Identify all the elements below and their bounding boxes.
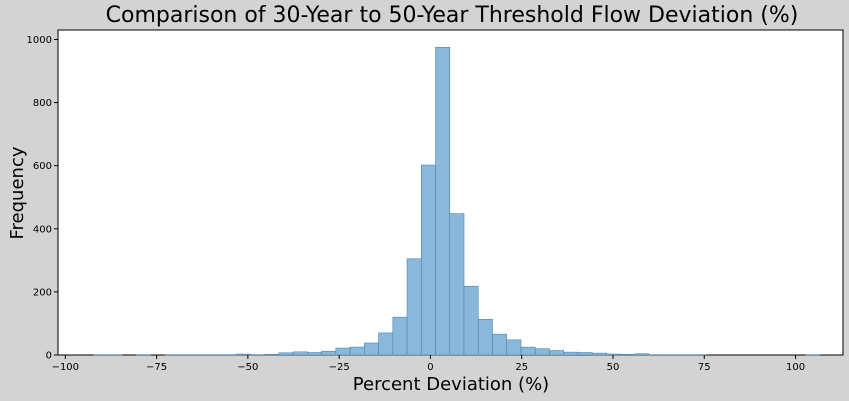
x-tick-label: 75	[698, 362, 711, 373]
histogram-bar	[378, 332, 394, 356]
x-tick-label: 0	[427, 362, 433, 373]
y-tick-label: 1000	[27, 35, 52, 46]
y-tick-label: 200	[33, 287, 52, 298]
histogram-bar	[349, 346, 365, 356]
histogram-bar	[620, 354, 636, 356]
x-axis-ticks: −100 −75 −50 −25 0 25 50 75 100	[52, 355, 805, 373]
histogram-bar	[321, 350, 337, 356]
histogram-bar	[435, 47, 451, 356]
histogram-bar	[278, 352, 294, 356]
histogram-bar	[563, 351, 579, 356]
histogram-bar	[606, 353, 621, 356]
histogram-bar	[406, 258, 422, 356]
histogram-bar	[634, 353, 650, 356]
histogram-bar	[549, 350, 564, 356]
histogram-bar	[591, 352, 607, 356]
histogram-bars	[93, 47, 821, 356]
histogram-bar	[264, 354, 280, 356]
histogram-bar	[392, 316, 408, 356]
y-tick-label: 800	[33, 98, 52, 109]
y-axis-ticks: 0 200 400 600 800 1000	[27, 35, 58, 362]
histogram-bar	[449, 213, 465, 356]
y-tick-label: 0	[46, 351, 52, 362]
histogram-bar	[577, 352, 593, 356]
y-tick-label: 400	[33, 224, 52, 235]
chart-title: Comparison of 30-Year to 50-Year Thresho…	[106, 3, 799, 28]
x-tick-label: 100	[786, 362, 805, 373]
histogram-bar	[534, 348, 550, 356]
histogram-bar	[364, 342, 379, 356]
histogram-bar	[492, 333, 508, 356]
x-tick-label: 50	[607, 362, 620, 373]
histogram-bar	[463, 285, 479, 356]
histogram-bar	[292, 351, 308, 356]
x-tick-label: −50	[237, 362, 258, 373]
x-tick-label: 25	[515, 362, 528, 373]
histogram-bar	[307, 352, 322, 356]
histogram-bar	[335, 347, 351, 356]
x-axis-label: Percent Deviation (%)	[353, 374, 549, 395]
y-axis-label: Frequency	[7, 146, 28, 239]
histogram-bar	[506, 339, 522, 356]
histogram-bar	[520, 346, 536, 356]
histogram-bar	[477, 319, 493, 356]
histogram-bar	[235, 353, 251, 356]
y-tick-label: 600	[33, 161, 52, 172]
x-tick-label: −25	[329, 362, 350, 373]
x-tick-label: −75	[146, 362, 167, 373]
histogram-bar	[420, 164, 436, 356]
x-tick-label: −100	[52, 362, 79, 373]
